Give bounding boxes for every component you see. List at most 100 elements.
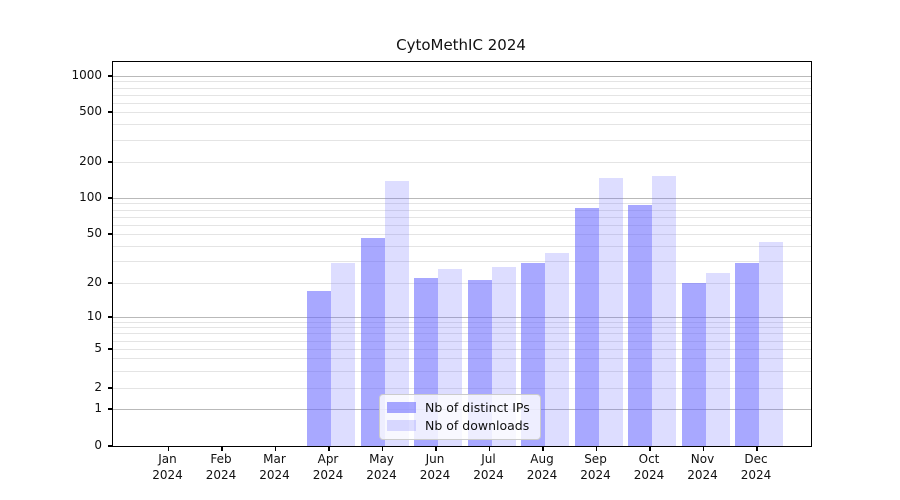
y-tick-label: 500 (79, 104, 102, 118)
gridline-minor (113, 370, 811, 372)
legend-label-downloads: Nb of downloads (425, 418, 530, 433)
y-tick-label: 10 (86, 309, 102, 323)
gridline-minor (113, 333, 811, 335)
x-tick-label-jul: Jul 2024 (459, 452, 519, 483)
bar-ips-dec (735, 263, 759, 446)
x-tick-month: Aug (530, 452, 554, 466)
bar-ips-nov (681, 283, 706, 446)
gridline-minor (113, 234, 811, 235)
x-tick-mark (328, 446, 330, 451)
gridline-minor (113, 245, 811, 247)
x-tick-year: 2024 (312, 467, 344, 482)
bar-ips-sep (574, 207, 599, 446)
legend-label-distinct-ips: Nb of distinct IPs (425, 400, 530, 415)
y-tick-mark (108, 233, 112, 235)
x-tick-label-sep: Sep 2024 (566, 452, 626, 483)
bar-downloads-aug (545, 253, 569, 446)
gridline-minor (113, 224, 811, 226)
y-tick-mark (108, 111, 112, 113)
x-tick-month: Mar (263, 452, 286, 466)
gridline-minor (113, 388, 811, 389)
bar-downloads-apr (331, 263, 355, 446)
x-tick-label-apr: Apr 2024 (298, 452, 358, 483)
x-tick-label-dec: Dec 2024 (726, 452, 786, 483)
gridline-minor (113, 358, 811, 360)
bar-downloads-sep (598, 177, 623, 446)
x-tick-year: 2024 (526, 467, 558, 482)
x-tick-month: May (369, 452, 394, 466)
gridline-major (113, 317, 811, 318)
gridline-minor (113, 124, 811, 126)
y-tick-label: 1000 (71, 68, 102, 82)
plot-area: Nb of distinct IPs Nb of downloads (112, 61, 812, 447)
gridline-minor (113, 349, 811, 350)
x-tick-label-jan: Jan 2024 (138, 452, 198, 483)
y-tick-label: 200 (79, 154, 102, 168)
y-tick-mark (108, 282, 112, 284)
x-tick-month: Jun (425, 452, 445, 466)
x-tick-month: Feb (210, 452, 232, 466)
x-tick-year: 2024 (687, 467, 718, 482)
gridline-minor (113, 283, 811, 284)
x-tick-mark (702, 446, 704, 451)
y-tick-mark (108, 348, 112, 350)
legend-item-downloads: Nb of downloads (387, 418, 530, 433)
gridline-minor (113, 139, 811, 141)
gridline-minor (113, 261, 811, 263)
bar-downloads-dec (759, 242, 783, 446)
bar-ips-apr (307, 290, 331, 446)
x-tick-mark (221, 446, 223, 451)
x-tick-mark (542, 446, 544, 451)
x-tick-year: 2024 (366, 467, 397, 482)
legend-swatch-distinct-ips (387, 402, 416, 413)
gridline-minor (113, 340, 811, 342)
x-tick-year: 2024 (205, 467, 237, 482)
y-tick-label: 5 (94, 341, 102, 355)
x-tick-label-mar: Mar 2024 (245, 452, 305, 483)
gridline-minor (113, 112, 811, 113)
gridline-minor (113, 216, 811, 218)
x-tick-mark (381, 446, 383, 451)
x-tick-mark (595, 446, 597, 451)
x-tick-month: Apr (317, 452, 339, 466)
y-tick-label: 20 (86, 275, 102, 289)
y-tick-label: 50 (86, 226, 102, 240)
x-tick-mark (488, 446, 490, 451)
legend-item-distinct-ips: Nb of distinct IPs (387, 400, 530, 415)
legend: Nb of distinct IPs Nb of downloads (379, 394, 541, 440)
gridline-minor (113, 162, 811, 163)
gridline-minor (113, 81, 811, 83)
x-tick-mark (167, 446, 169, 451)
x-tick-mark (435, 446, 437, 451)
gridline-major (113, 76, 811, 77)
y-tick-mark (108, 445, 112, 447)
chart-title: CytoMethIC 2024 (396, 36, 526, 54)
y-tick-label: 2 (94, 380, 102, 394)
y-tick-mark (108, 161, 112, 163)
x-tick-month: Jan (158, 452, 177, 466)
gridline-minor (113, 87, 811, 89)
x-tick-year: 2024 (259, 467, 290, 482)
gridline-major (113, 198, 811, 199)
gridline-minor (113, 209, 811, 211)
bar-ips-oct (628, 205, 652, 446)
y-tick-label: 100 (79, 190, 102, 204)
y-tick-label: 1 (94, 401, 102, 415)
bar-downloads-oct (652, 176, 676, 446)
y-tick-label: 0 (94, 438, 102, 452)
gridline-minor (113, 94, 811, 96)
x-tick-label-may: May 2024 (352, 452, 412, 483)
x-tick-month: Oct (638, 452, 660, 466)
x-tick-label-feb: Feb 2024 (191, 452, 251, 483)
legend-swatch-downloads (387, 420, 416, 431)
y-tick-mark (108, 387, 112, 389)
x-tick-label-oct: Oct 2024 (619, 452, 679, 483)
x-tick-month: Dec (744, 452, 768, 466)
x-tick-mark (274, 446, 276, 451)
x-tick-label-aug: Aug 2024 (512, 452, 572, 483)
gridline-minor (113, 102, 811, 104)
y-tick-mark (108, 316, 112, 318)
x-tick-year: 2024 (152, 467, 183, 482)
y-tick-mark (108, 197, 112, 199)
x-tick-mark (649, 446, 651, 451)
